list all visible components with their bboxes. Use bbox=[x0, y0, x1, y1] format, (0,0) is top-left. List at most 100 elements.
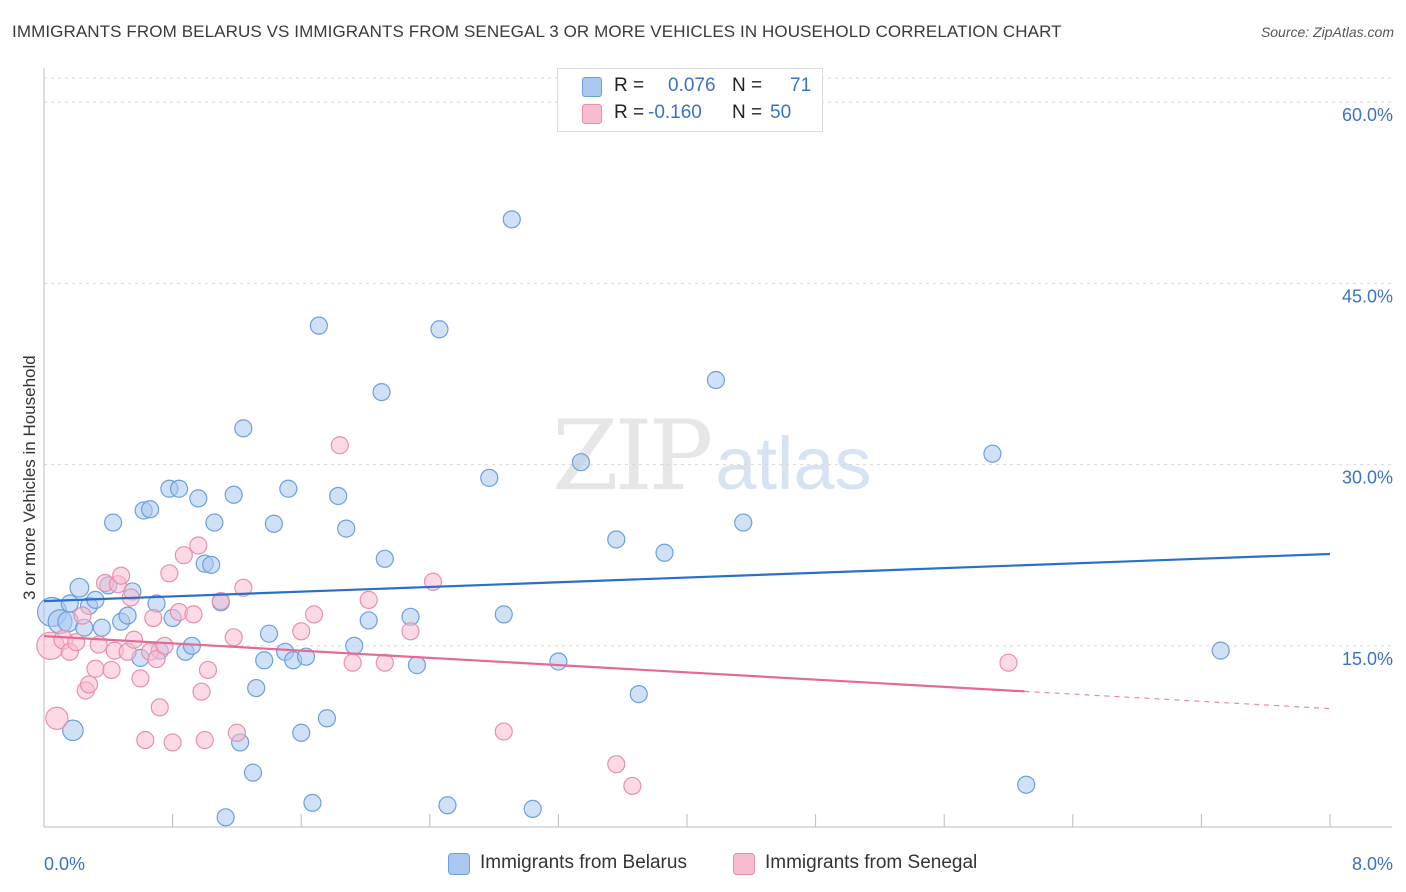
belarus-point bbox=[655, 543, 674, 562]
belarus-point bbox=[359, 611, 378, 630]
belarus-point bbox=[1017, 775, 1036, 794]
senegal-point bbox=[304, 605, 324, 624]
belarus-point bbox=[549, 652, 568, 671]
belarus-point bbox=[279, 479, 298, 498]
belarus-point bbox=[69, 577, 90, 598]
belarus-point bbox=[706, 370, 726, 390]
belarus-point bbox=[523, 799, 542, 818]
belarus-point bbox=[60, 594, 79, 613]
senegal-point bbox=[136, 730, 155, 750]
chart-title: IMMIGRANTS FROM BELARUS VS IMMIGRANTS FR… bbox=[12, 22, 1062, 41]
senegal-point bbox=[67, 633, 86, 652]
senegal-point bbox=[192, 682, 211, 701]
belarus-point bbox=[202, 555, 221, 574]
senegal-point bbox=[401, 622, 420, 641]
senegal-point bbox=[375, 653, 394, 672]
point-layer bbox=[36, 210, 1230, 827]
senegal-point bbox=[292, 622, 311, 641]
belarus-point bbox=[292, 723, 311, 742]
grid-layer bbox=[44, 77, 1392, 647]
senegal-r-label: R = bbox=[614, 102, 645, 123]
belarus-point bbox=[104, 513, 123, 532]
belarus-point bbox=[438, 796, 457, 815]
senegal-point bbox=[999, 653, 1018, 672]
y-tick-label: 15.0% bbox=[1342, 649, 1393, 669]
senegal-point bbox=[86, 659, 105, 678]
senegal-point bbox=[607, 755, 626, 774]
senegal-point bbox=[147, 649, 166, 669]
belarus-point bbox=[189, 489, 208, 508]
y-axis-label: 3 or more Vehicles in Household bbox=[20, 355, 39, 600]
axis-layer bbox=[43, 68, 1392, 828]
belarus-point bbox=[205, 513, 224, 532]
belarus-swatch bbox=[582, 77, 602, 97]
senegal-point bbox=[359, 590, 378, 609]
senegal-point bbox=[330, 436, 349, 455]
senegal-point bbox=[144, 608, 163, 628]
senegal-point bbox=[623, 776, 642, 796]
senegal-point bbox=[174, 546, 193, 565]
senegal-point bbox=[198, 660, 218, 680]
y-tick-label: 30.0% bbox=[1342, 468, 1393, 488]
belarus-point bbox=[303, 793, 322, 812]
belarus-point bbox=[118, 606, 137, 625]
senegal-point bbox=[184, 605, 203, 624]
senegal-point bbox=[79, 675, 99, 694]
belarus-point bbox=[259, 624, 279, 643]
belarus-point bbox=[140, 500, 160, 519]
belarus-point bbox=[494, 605, 513, 624]
senegal-point bbox=[112, 566, 131, 585]
senegal-point bbox=[160, 564, 179, 583]
y-tick-label: 45.0% bbox=[1342, 286, 1393, 306]
belarus-point bbox=[983, 444, 1002, 463]
bottom-belarus-label: Immigrants from Belarus bbox=[480, 852, 687, 873]
belarus-point bbox=[480, 468, 499, 487]
belarus-point bbox=[407, 656, 427, 675]
senegal-trend-line-extension bbox=[1024, 690, 1331, 710]
belarus-point bbox=[216, 808, 235, 827]
belarus-r-value: 0.076 bbox=[668, 75, 716, 96]
senegal-point bbox=[73, 606, 92, 625]
source-credit: Source: ZipAtlas.com bbox=[1260, 24, 1394, 40]
senegal-n-value: 50 bbox=[770, 102, 792, 123]
belarus-point bbox=[264, 514, 283, 533]
belarus-point bbox=[629, 685, 648, 704]
senegal-swatch bbox=[582, 104, 602, 124]
correlation-legend: R = 0.076 N = 71 R = -0.160 N = 50 bbox=[557, 68, 823, 132]
belarus-point bbox=[243, 763, 263, 782]
trend-layer bbox=[43, 552, 1331, 710]
senegal-trend-line bbox=[43, 635, 1025, 693]
belarus-point bbox=[1211, 641, 1230, 660]
senegal-point bbox=[494, 722, 513, 741]
belarus-point bbox=[345, 636, 364, 655]
belarus-point bbox=[92, 618, 111, 637]
senegal-point bbox=[150, 698, 169, 717]
x-tick-label: 8.0% bbox=[1352, 854, 1393, 874]
senegal-point bbox=[224, 628, 243, 647]
belarus-point bbox=[224, 485, 243, 504]
label-layer: 15.0% 30.0% 45.0% 60.0% 0.0% 8.0% bbox=[44, 105, 1393, 874]
belarus-point bbox=[607, 530, 626, 549]
belarus-point bbox=[430, 320, 449, 339]
senegal-point bbox=[45, 706, 69, 730]
belarus-point bbox=[255, 651, 274, 670]
y-tick-label: 60.0% bbox=[1342, 105, 1393, 125]
bottom-belarus-swatch bbox=[448, 853, 470, 875]
belarus-point bbox=[62, 719, 84, 742]
senegal-point bbox=[234, 578, 253, 597]
belarus-point bbox=[247, 678, 266, 698]
senegal-point bbox=[102, 660, 121, 680]
senegal-point bbox=[163, 733, 182, 752]
belarus-point bbox=[734, 513, 753, 532]
senegal-point bbox=[124, 630, 144, 649]
belarus-point bbox=[296, 647, 316, 666]
belarus-point bbox=[234, 419, 253, 438]
senegal-point bbox=[195, 730, 214, 750]
belarus-n-value: 71 bbox=[790, 75, 812, 96]
senegal-point bbox=[343, 653, 362, 672]
x-tick-label: 0.0% bbox=[44, 854, 85, 874]
belarus-r-label: R = bbox=[614, 75, 645, 96]
bottom-senegal-swatch bbox=[733, 853, 755, 875]
belarus-point bbox=[329, 486, 348, 506]
